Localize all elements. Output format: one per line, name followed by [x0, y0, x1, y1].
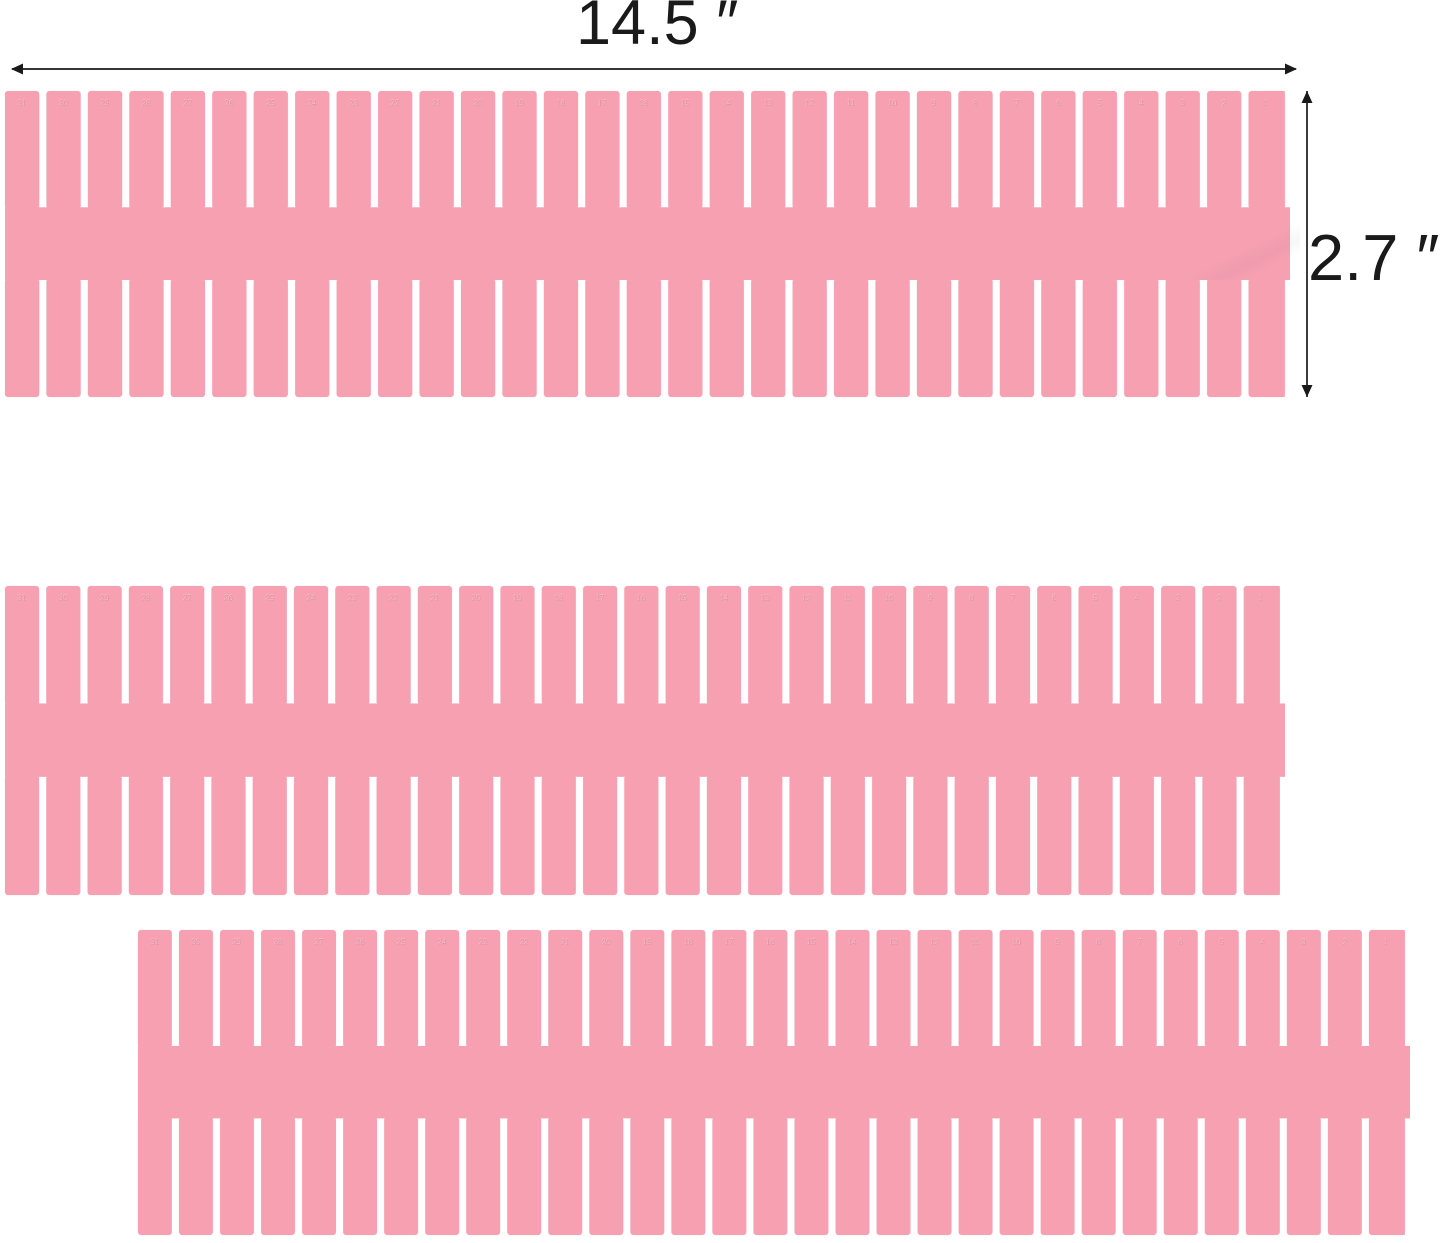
- svg-text:31: 31: [150, 938, 159, 947]
- svg-text:28: 28: [142, 99, 151, 108]
- svg-text:11: 11: [844, 594, 853, 603]
- svg-text:17: 17: [598, 99, 607, 108]
- svg-text:19: 19: [515, 99, 524, 108]
- svg-text:10: 10: [1012, 938, 1021, 947]
- svg-text:20: 20: [472, 594, 481, 603]
- svg-text:25: 25: [397, 938, 406, 947]
- svg-text:5: 5: [1093, 594, 1098, 603]
- svg-text:16: 16: [639, 99, 648, 108]
- svg-text:5: 5: [1220, 938, 1225, 947]
- svg-text:2.7 ″: 2.7 ″: [1308, 221, 1439, 294]
- svg-text:13: 13: [889, 938, 898, 947]
- svg-text:1: 1: [1259, 594, 1264, 603]
- svg-text:11: 11: [971, 938, 980, 947]
- svg-text:16: 16: [766, 938, 775, 947]
- svg-text:22: 22: [520, 938, 529, 947]
- svg-text:16: 16: [637, 594, 646, 603]
- svg-text:14: 14: [848, 938, 857, 947]
- svg-text:12: 12: [805, 99, 814, 108]
- svg-text:28: 28: [274, 938, 283, 947]
- svg-text:14: 14: [722, 99, 731, 108]
- svg-text:25: 25: [266, 99, 275, 108]
- svg-text:3: 3: [1302, 938, 1307, 947]
- svg-text:23: 23: [479, 938, 488, 947]
- svg-text:31: 31: [18, 594, 27, 603]
- svg-text:9: 9: [932, 99, 937, 108]
- svg-text:27: 27: [315, 938, 324, 947]
- svg-text:9: 9: [1055, 938, 1060, 947]
- svg-text:26: 26: [224, 594, 233, 603]
- svg-text:25: 25: [265, 594, 274, 603]
- svg-text:20: 20: [602, 938, 611, 947]
- svg-text:19: 19: [643, 938, 652, 947]
- svg-text:18: 18: [557, 99, 566, 108]
- svg-text:4: 4: [1261, 938, 1266, 947]
- svg-text:12: 12: [802, 594, 811, 603]
- svg-text:3: 3: [1176, 594, 1181, 603]
- svg-text:30: 30: [59, 594, 68, 603]
- svg-text:29: 29: [100, 594, 109, 603]
- svg-text:28: 28: [141, 594, 150, 603]
- svg-text:26: 26: [225, 99, 234, 108]
- svg-text:31: 31: [18, 99, 27, 108]
- svg-text:12: 12: [930, 938, 939, 947]
- svg-text:27: 27: [183, 99, 192, 108]
- svg-text:4: 4: [1139, 99, 1144, 108]
- svg-text:26: 26: [356, 938, 365, 947]
- svg-text:2: 2: [1343, 938, 1348, 947]
- svg-text:7: 7: [1137, 938, 1142, 947]
- svg-text:14: 14: [720, 594, 729, 603]
- svg-text:11: 11: [847, 99, 856, 108]
- svg-text:6: 6: [1052, 594, 1057, 603]
- svg-text:18: 18: [554, 594, 563, 603]
- svg-text:29: 29: [101, 99, 110, 108]
- svg-text:24: 24: [308, 99, 317, 108]
- svg-text:1: 1: [1263, 99, 1268, 108]
- svg-text:8: 8: [1096, 938, 1101, 947]
- svg-text:20: 20: [474, 99, 483, 108]
- svg-text:22: 22: [389, 594, 398, 603]
- svg-text:30: 30: [59, 99, 68, 108]
- svg-text:9: 9: [928, 594, 933, 603]
- svg-text:13: 13: [764, 99, 773, 108]
- svg-text:30: 30: [192, 938, 201, 947]
- svg-text:6: 6: [1056, 99, 1061, 108]
- svg-text:10: 10: [885, 594, 894, 603]
- svg-text:21: 21: [432, 99, 441, 108]
- svg-text:2: 2: [1222, 99, 1227, 108]
- svg-text:2: 2: [1217, 594, 1222, 603]
- svg-text:5: 5: [1098, 99, 1103, 108]
- svg-text:14.5 ″: 14.5 ″: [576, 0, 738, 58]
- svg-text:15: 15: [807, 938, 816, 947]
- svg-text:21: 21: [430, 594, 439, 603]
- svg-text:3: 3: [1181, 99, 1186, 108]
- svg-text:6: 6: [1179, 938, 1184, 947]
- svg-text:4: 4: [1135, 594, 1140, 603]
- svg-text:8: 8: [969, 594, 974, 603]
- svg-text:27: 27: [183, 594, 192, 603]
- svg-text:15: 15: [678, 594, 687, 603]
- svg-text:21: 21: [561, 938, 570, 947]
- svg-text:13: 13: [761, 594, 770, 603]
- svg-text:10: 10: [888, 99, 897, 108]
- svg-text:23: 23: [349, 99, 358, 108]
- svg-text:17: 17: [596, 594, 605, 603]
- svg-text:29: 29: [233, 938, 242, 947]
- svg-text:7: 7: [1015, 99, 1020, 108]
- svg-text:23: 23: [348, 594, 357, 603]
- svg-text:15: 15: [681, 99, 690, 108]
- svg-text:17: 17: [725, 938, 734, 947]
- svg-text:18: 18: [684, 938, 693, 947]
- svg-text:8: 8: [973, 99, 978, 108]
- svg-text:24: 24: [307, 594, 316, 603]
- svg-text:19: 19: [513, 594, 522, 603]
- svg-text:24: 24: [438, 938, 447, 947]
- svg-text:7: 7: [1011, 594, 1016, 603]
- svg-text:1: 1: [1384, 938, 1389, 947]
- svg-text:22: 22: [391, 99, 400, 108]
